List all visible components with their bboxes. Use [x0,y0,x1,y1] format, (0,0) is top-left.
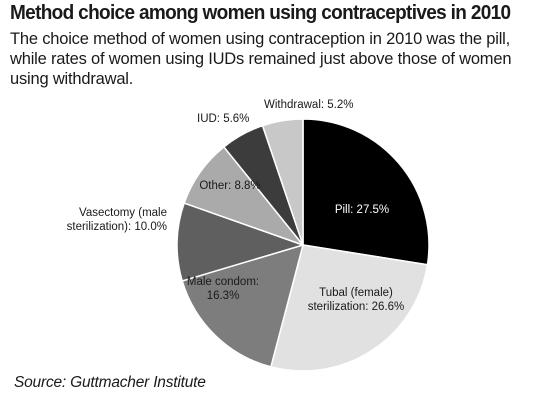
slice-label-male-condom: Male condom: 16.3% [187,276,259,302]
slice-label-pill: Pill: 27.5% [335,204,389,216]
pie-slice-withdrawal [261,118,304,246]
pie-slice-pill [302,118,430,266]
slice-label-withdrawal: Withdrawal: 5.2% [264,99,353,111]
slice-label-iud: IUD: 5.6% [197,113,249,125]
slice-label-vasectomy-male-sterilization: Vasectomy (male sterilization): 10.0% [67,207,167,233]
source-note: Source: Guttmacher Institute [14,374,206,391]
slice-label-other: Other: 8.8% [199,180,260,192]
chart-title: Method choice among women using contrace… [10,2,511,24]
chart-subtitle: The choice method of women using contrac… [10,30,512,88]
pie-slices [176,118,430,372]
pie-slice-male-condom [181,244,304,368]
pie-labels: Pill: 27.5% Tubal (female) sterilization: … [67,99,405,313]
slice-label-tubal-female-sterilization: Tubal (female) sterilization: 26.6% [308,287,405,313]
pie-slice-tubal-female-sterilization [270,244,429,372]
pie-slice-vasectomy-male-sterilization [176,202,304,282]
